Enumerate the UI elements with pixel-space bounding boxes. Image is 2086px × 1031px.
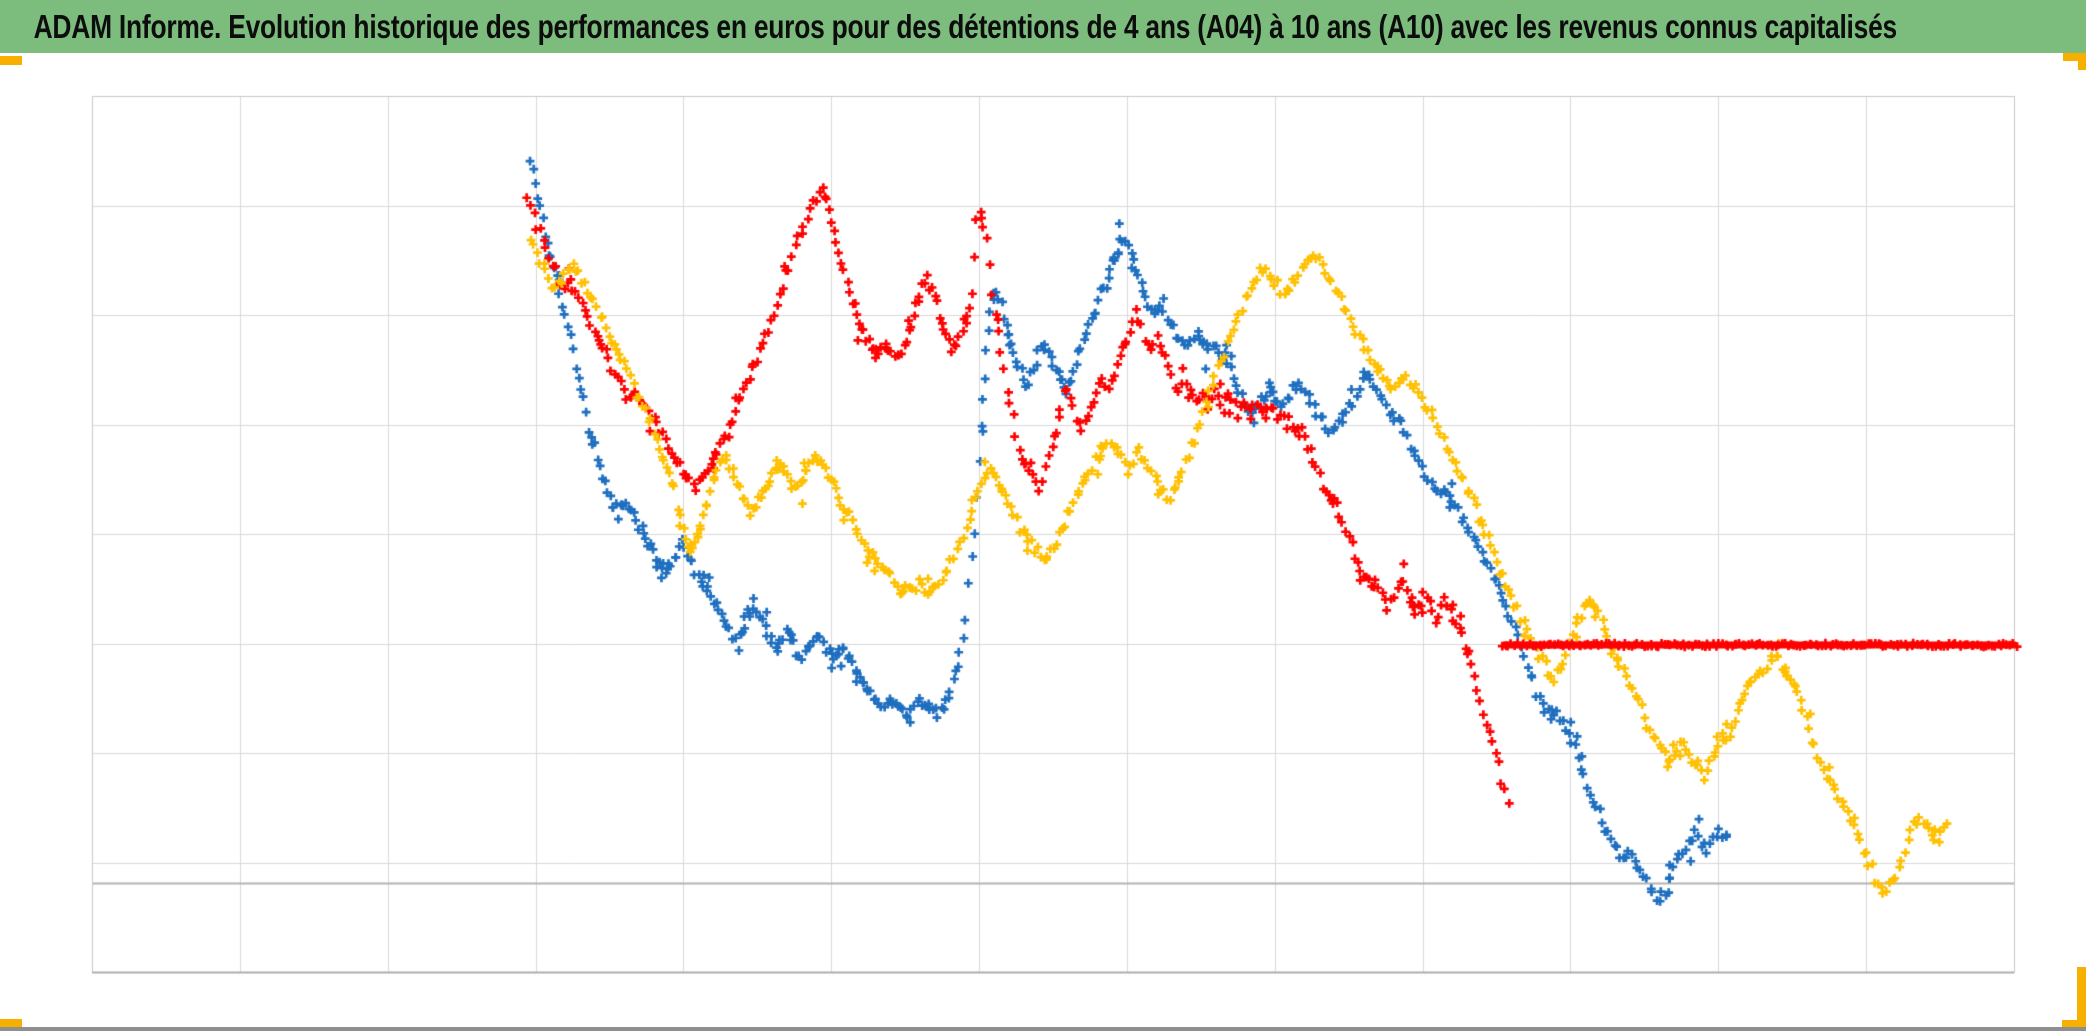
bottom-divider-bar [0, 1027, 2086, 1031]
corner-mark-bottom-right-icon [2062, 1020, 2086, 1031]
corner-mark-top-right-icon [2078, 53, 2086, 70]
corner-mark-bottom-right-icon [2077, 967, 2086, 1031]
corner-mark-top-left-icon [0, 56, 22, 65]
page-title: ADAM Informe. Evolution historique des p… [33, 7, 1898, 45]
corner-mark-bottom-left-icon [0, 1019, 22, 1028]
title-bar: ADAM Informe. Evolution historique des p… [0, 0, 2086, 53]
corner-mark-top-right-icon [2063, 53, 2086, 61]
